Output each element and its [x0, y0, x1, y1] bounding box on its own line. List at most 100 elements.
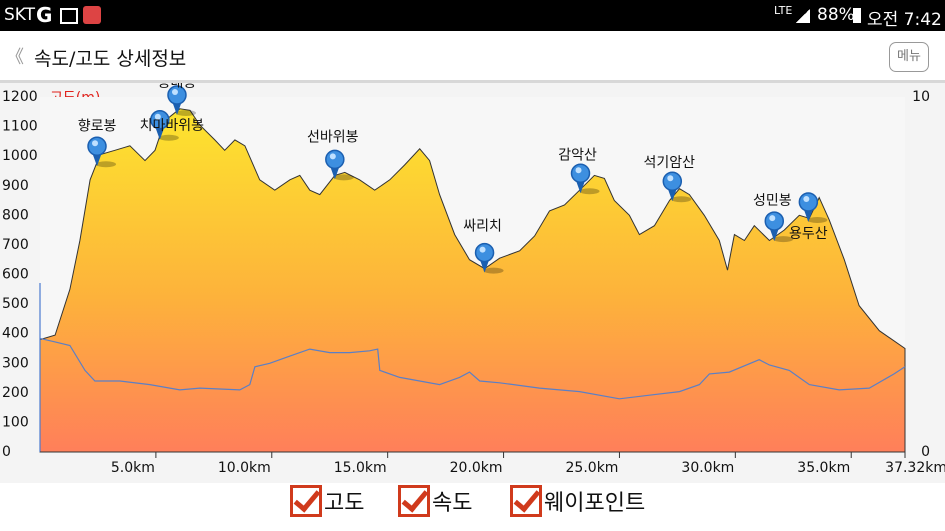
marker-head — [474, 242, 495, 263]
y-tick-label: 900 — [2, 178, 29, 194]
status-bar: SKT G LTE 88% 오전 7:42 — [0, 0, 945, 31]
y-tick-label: 500 — [2, 296, 29, 312]
time: 오전 7:42 — [867, 10, 942, 30]
app-icon — [83, 6, 101, 24]
y-tick-label: 800 — [2, 207, 29, 223]
marker-shine — [171, 89, 178, 96]
waypoint-marker — [798, 192, 828, 224]
marker-pin — [154, 125, 165, 140]
marker-shadow — [579, 188, 600, 195]
marker-pin — [171, 101, 182, 116]
marker-pin — [575, 179, 586, 194]
marker-shadow — [333, 174, 354, 181]
y-tick-label: 1100 — [2, 119, 38, 135]
marker-shadow — [175, 110, 196, 117]
marker-pin — [803, 208, 814, 223]
waypoint-marker — [87, 136, 117, 168]
y-tick-label: 100 — [2, 414, 29, 430]
marker-pin — [329, 165, 340, 180]
waypoint-label: 봉대봉 — [158, 83, 197, 91]
network-icon: G — [36, 3, 53, 27]
waypoint-label: 감악산 — [558, 147, 597, 163]
x-tick-label: 15.0km — [334, 460, 387, 476]
back-button[interactable]: 《 — [6, 47, 24, 68]
marker-head — [325, 149, 345, 170]
waypoint-marker — [150, 110, 179, 141]
image-icon — [60, 8, 78, 24]
waypoint-label: 용두산 — [789, 226, 828, 242]
waypoint-marker — [167, 85, 196, 117]
marker-shadow — [158, 134, 179, 141]
waypoint-marker — [764, 211, 794, 243]
marker-shine — [803, 196, 810, 203]
waypoint-marker — [325, 149, 354, 181]
chart: 고도(m) 0100200300400500600700800900100011… — [0, 83, 945, 483]
waypoint-label: 성민봉 — [753, 193, 792, 209]
x-tick-label: 35.0km — [797, 460, 850, 476]
marker-head — [798, 192, 819, 212]
y2-tick-label: 0 — [921, 444, 930, 460]
page-title: 속도/고도 상세정보 — [34, 48, 187, 70]
marker-shine — [329, 153, 336, 160]
marker-shine — [479, 246, 486, 253]
marker-head — [570, 163, 591, 184]
network: LTE — [774, 4, 793, 17]
marker-head — [87, 136, 107, 157]
battery: 88% — [817, 5, 855, 25]
marker-shine — [92, 140, 99, 147]
legend-label: 웨이포인트 — [544, 491, 646, 516]
carrier: SKT — [4, 5, 36, 25]
checkbox[interactable] — [290, 485, 322, 517]
x-tick-label: 5.0km — [111, 460, 155, 476]
marker-shine — [154, 113, 161, 120]
x-tick-label: 25.0km — [566, 460, 619, 476]
app-header: 《 속도/고도 상세정보 메뉴 — [0, 31, 945, 83]
x-tick-label: 10.0km — [218, 460, 271, 476]
y-tick-label: 0 — [2, 444, 11, 460]
legend-item[interactable]: 속도 — [398, 485, 472, 517]
marker-pin — [479, 258, 490, 273]
legend-label: 고도 — [324, 491, 365, 516]
marker-shine — [667, 175, 674, 182]
marker-shine — [769, 215, 776, 222]
marker-pin — [667, 187, 678, 202]
marker-head — [662, 171, 683, 191]
waypoint-label: 석기암산 — [644, 155, 696, 171]
marker-shadow — [96, 161, 117, 168]
signal-icon — [796, 9, 810, 23]
legend-item[interactable]: 고도 — [290, 485, 364, 517]
waypoint-label: 싸리치 — [463, 219, 502, 235]
y-tick-label: 200 — [2, 385, 29, 401]
speed-line — [39, 337, 906, 400]
waypoint-marker — [570, 163, 600, 195]
y-tick-label: 1200 — [2, 89, 38, 105]
y-tick-label: 400 — [2, 326, 29, 342]
marker-pin — [92, 152, 103, 167]
x-tick-label: 30.0km — [681, 460, 734, 476]
marker-shadow — [483, 267, 504, 274]
marker-shadow — [671, 196, 692, 203]
marker-head — [764, 211, 785, 231]
legend-item[interactable]: 웨이포인트 — [510, 485, 645, 517]
y-tick-label: 1000 — [2, 148, 38, 164]
x-tick-label: 37.32km — [885, 460, 945, 476]
marker-shadow — [773, 236, 794, 243]
waypoint-label: 향로봉 — [78, 118, 117, 134]
waypoint-marker — [662, 171, 692, 203]
legend: 고도 속도 웨이포인트 — [0, 483, 945, 523]
marker-shine — [575, 167, 582, 174]
marker-pin — [769, 227, 780, 242]
checkbox[interactable] — [398, 485, 430, 517]
checkbox[interactable] — [510, 485, 542, 517]
waypoint-marker — [474, 242, 504, 274]
y2-tick-label: 10 — [912, 89, 930, 105]
marker-shadow — [807, 217, 828, 224]
y-tick-label: 600 — [2, 267, 29, 283]
y-tick-label: 300 — [2, 355, 29, 371]
y-tick-label: 700 — [2, 237, 29, 253]
battery-icon — [853, 8, 861, 23]
menu-button[interactable]: 메뉴 — [889, 42, 929, 72]
x-tick-label: 20.0km — [450, 460, 503, 476]
waypoint-label: 선바위봉 — [307, 129, 359, 145]
